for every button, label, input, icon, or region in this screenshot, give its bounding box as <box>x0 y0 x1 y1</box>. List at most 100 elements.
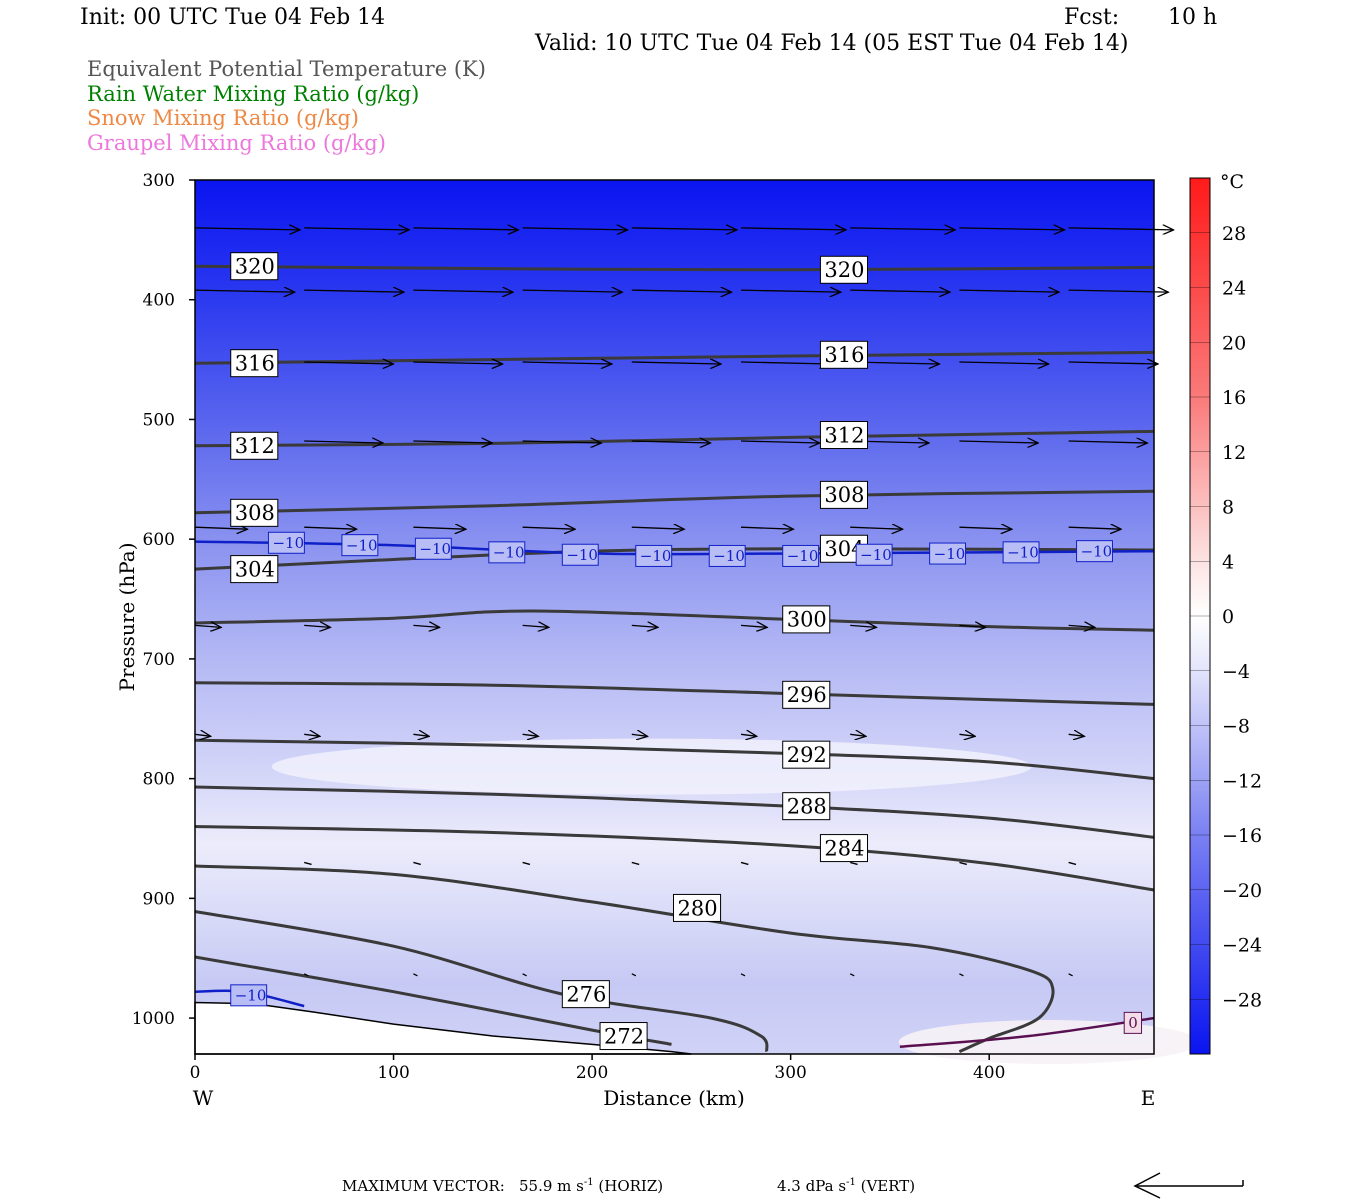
colorbar-tick-label: −28 <box>1222 989 1262 1011</box>
wind-vector <box>740 861 749 866</box>
colorbar-tick-label: 20 <box>1222 332 1246 354</box>
wind-vector <box>522 973 527 977</box>
theta-e-label: 320 <box>235 255 275 279</box>
wind-vector <box>194 527 248 529</box>
x-tick-label: 200 <box>576 1063 608 1083</box>
wind-vector <box>959 441 1038 443</box>
temperature-label-box <box>414 537 452 560</box>
temperature-label-box <box>929 542 967 565</box>
wind-vector <box>631 362 721 364</box>
wind-vector <box>304 861 312 866</box>
wind-vector <box>522 441 602 443</box>
theta-e-contour-284 <box>194 825 1155 892</box>
wind-vector <box>850 290 950 292</box>
colorbar-tick-label: 24 <box>1222 278 1246 300</box>
wind-vector <box>741 290 841 292</box>
temperature-label: −10 <box>566 546 598 564</box>
wind-vector <box>522 228 628 230</box>
x-tick-label: 400 <box>973 1063 1005 1083</box>
wind-vector <box>1068 625 1095 627</box>
wind-vector <box>522 362 612 364</box>
wind-vector <box>194 228 300 230</box>
theta-e-label-box <box>782 680 831 709</box>
wind-vector <box>740 734 757 736</box>
wind-vector <box>631 734 648 736</box>
theta-e-label: 312 <box>235 434 275 458</box>
horiz-value: 55.9 m s <box>519 1177 584 1195</box>
colorbar-tick-label: −16 <box>1222 825 1262 847</box>
theta-e-label-box <box>819 834 868 863</box>
wind-vector <box>1068 290 1169 292</box>
wind-vector <box>304 734 320 736</box>
colorbar-tick-label: 16 <box>1222 387 1246 409</box>
max-vector-arrow <box>1133 1172 1244 1199</box>
colorbar-tick-label: −20 <box>1222 880 1262 902</box>
legend-snow: Snow Mixing Ratio (g/kg) <box>87 106 359 130</box>
wind-vector <box>850 527 903 529</box>
wind-vector <box>413 441 492 443</box>
wind-vector <box>631 625 658 627</box>
theta-e-label-box <box>819 340 868 369</box>
theta-e-label: 316 <box>824 343 864 367</box>
colorbar-tick-label: 4 <box>1222 551 1234 573</box>
colorbar-tick-label: −4 <box>1222 661 1250 683</box>
theta-e-label: 312 <box>824 423 864 447</box>
theta-e-label-box <box>819 480 868 509</box>
x-tick-label: 100 <box>377 1063 409 1083</box>
wind-vector <box>850 625 876 627</box>
temperature-label-box <box>708 544 746 567</box>
colorbar-tick-label: −8 <box>1222 716 1250 738</box>
wind-vector <box>959 228 1064 230</box>
wind-vector <box>1068 362 1158 364</box>
theta-e-contour-300 <box>194 609 1155 632</box>
wind-vector <box>522 625 549 627</box>
wind-vector <box>631 290 732 292</box>
x-axis-label: Distance (km) <box>603 1086 745 1110</box>
wind-vector <box>413 527 466 529</box>
theta-e-label: 300 <box>787 608 827 632</box>
temperature-label: −10 <box>346 536 378 554</box>
wind-vector <box>413 228 518 230</box>
wind-vector <box>522 290 623 292</box>
temperature-label: −10 <box>713 547 745 565</box>
vert-exponent: -1 <box>846 1177 856 1188</box>
wind-vector <box>304 290 404 292</box>
wind-vector <box>303 973 309 977</box>
temperature-label: 0 <box>1128 1014 1138 1032</box>
max-horiz-vector: 55.9 m s-1 (HORIZ) <box>519 1177 663 1195</box>
theta-e-label-box <box>819 421 868 450</box>
theta-e-label-box <box>561 980 610 1009</box>
temperature-label-box <box>230 984 268 1007</box>
wind-vector <box>740 362 830 364</box>
temperature-label-box <box>1002 541 1040 564</box>
temperature-label-box <box>267 531 305 554</box>
wind-vector <box>959 527 1012 529</box>
x-tick-label: 300 <box>774 1063 806 1083</box>
theta-e-label: 308 <box>824 483 864 507</box>
forecast-hour: 10 h <box>1168 5 1218 30</box>
colorbar-tick-label: −24 <box>1222 935 1262 957</box>
pale-shading-patch <box>271 738 1032 795</box>
wind-vector <box>413 362 502 364</box>
horiz-unit: (HORIZ) <box>598 1177 664 1195</box>
temperature-label-box <box>488 541 526 564</box>
theta-e-label-box <box>230 498 279 527</box>
wind-vector <box>631 973 637 977</box>
wind-vector <box>413 734 429 736</box>
y-tick-label: 900 <box>143 889 175 909</box>
temperature-label-box <box>782 544 820 567</box>
wind-vector <box>959 734 975 736</box>
forecast-label: Fcst: <box>1064 5 1120 30</box>
theta-e-label: 276 <box>566 982 606 1006</box>
theta-e-label: 296 <box>787 683 827 707</box>
temperature-label-box <box>561 543 599 566</box>
wind-vector <box>959 362 1048 364</box>
wind-vector <box>413 625 439 627</box>
wind-vector <box>413 861 421 866</box>
legend-graupel: Graupel Mixing Ratio (g/kg) <box>87 131 386 155</box>
wind-vector <box>413 973 418 977</box>
y-tick-label: 500 <box>143 410 175 430</box>
colorbar-unit: °C <box>1220 171 1244 193</box>
wind-vector <box>1068 734 1085 736</box>
